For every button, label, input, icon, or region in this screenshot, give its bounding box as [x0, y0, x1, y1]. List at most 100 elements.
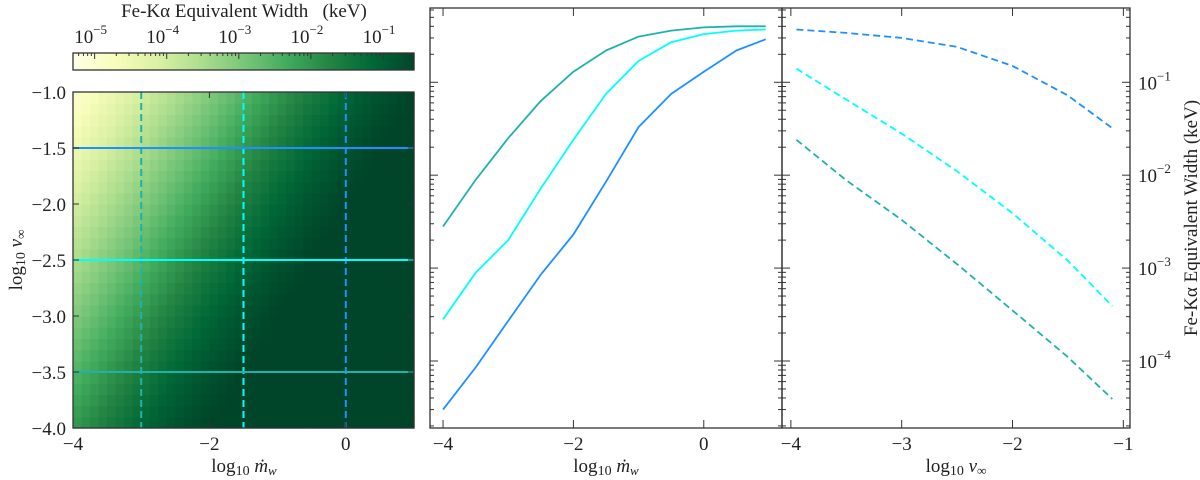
heatmap-cell	[405, 282, 415, 295]
heatmap-cell	[286, 192, 296, 205]
tick-exponent: −1	[1157, 68, 1171, 83]
heatmap-cell	[311, 226, 321, 239]
heatmap-cell	[388, 114, 398, 127]
heatmap-cell	[234, 338, 245, 351]
heatmap-cell	[328, 103, 338, 115]
heatmap-cell	[115, 103, 125, 115]
heatmap-cell	[209, 170, 219, 183]
heatmap-cell	[209, 327, 219, 339]
heatmap-cell	[234, 271, 245, 283]
heatmap-cell	[183, 316, 193, 328]
colorbar-segment	[288, 53, 293, 70]
heatmap-cell	[243, 204, 253, 216]
heatmap-cell	[90, 338, 100, 351]
heatmap-cell	[115, 125, 125, 138]
heatmap-cell	[183, 159, 193, 171]
heatmap-cell	[269, 394, 279, 407]
colorbar: 10−5 10−4 10−3 10−2 10−1	[72, 22, 415, 71]
label-var: ṁ	[612, 456, 630, 477]
heatmap-cell	[98, 293, 108, 306]
heatmap-cell	[286, 372, 296, 384]
heatmap-cell	[141, 204, 151, 216]
heatmap-cell	[73, 327, 83, 339]
heatmap-cell	[209, 338, 219, 351]
heatmap-cell	[320, 304, 330, 317]
heatmap-cell	[405, 416, 415, 429]
colorbar-segment	[360, 53, 364, 70]
heatmap-cell	[192, 237, 202, 250]
heatmap-cell	[260, 338, 270, 351]
heatmap-cell	[226, 394, 236, 407]
x-tick-label: 0	[699, 434, 709, 455]
heatmap-cell	[396, 338, 407, 351]
heatmap-cell	[73, 204, 83, 216]
heatmap-cells	[73, 92, 415, 429]
heatmap-cell	[362, 103, 372, 115]
heatmap-cell	[269, 215, 279, 227]
heatmap-cell	[226, 372, 236, 384]
heatmap-cell	[260, 170, 270, 183]
heatmap-cell	[328, 215, 338, 227]
heatmap-cell	[175, 327, 185, 339]
heatmap-cell	[200, 372, 210, 384]
heatmap-cell	[115, 372, 125, 384]
heatmap-cell	[192, 215, 202, 227]
heatmap-cell	[277, 372, 287, 384]
heatmap-cell	[277, 271, 287, 283]
heatmap-cell	[345, 372, 355, 384]
heatmap-cell	[362, 226, 372, 239]
heatmap-x-axis-label: log10 ṁw	[211, 456, 277, 479]
heatmap-cell	[243, 248, 253, 261]
heatmap-cell	[328, 282, 338, 295]
heatmap-cell	[200, 125, 210, 138]
heatmap-cell	[362, 416, 372, 429]
heatmap-cell	[183, 114, 193, 127]
heatmap-cell	[200, 92, 210, 104]
heatmap-cell	[277, 136, 287, 149]
heatmap-cell	[90, 159, 100, 171]
heatmap-cell	[98, 271, 108, 283]
heatmap-cell	[269, 92, 279, 104]
label-log: log	[926, 456, 951, 477]
heatmap-cell	[345, 248, 355, 261]
heatmap-cell	[234, 92, 245, 104]
heatmap-cell	[379, 416, 390, 429]
heatmap-cell	[81, 215, 91, 227]
colorbar-segment	[351, 53, 355, 70]
heatmap-cell	[107, 237, 117, 250]
heatmap-cell	[226, 159, 236, 171]
heatmap-cell	[337, 136, 347, 149]
heatmap-cell	[141, 383, 151, 395]
heatmap-cell	[90, 327, 100, 339]
heatmap-cell	[252, 405, 262, 418]
heatmap-cell	[286, 416, 296, 429]
heatmap-cell	[379, 226, 390, 239]
heatmap-cell	[243, 192, 253, 205]
heatmap-cell	[124, 248, 134, 261]
heatmap-cell	[166, 405, 176, 418]
heatmap-cell	[107, 92, 117, 104]
heatmap-cell	[141, 192, 151, 205]
heatmap-cell	[388, 282, 398, 295]
heatmap-cell	[132, 316, 142, 328]
heatmap-cell	[379, 215, 390, 227]
tick-exponent: −4	[165, 22, 179, 37]
colorbar-label: Fe-Kα Equivalent Width (keV)	[121, 1, 367, 22]
heatmap-cell	[371, 204, 381, 216]
heatmap-cell	[243, 282, 253, 295]
x-axis-label: log10 ṁw	[573, 456, 639, 479]
heatmap-cell	[115, 349, 125, 362]
heatmap-cell	[252, 181, 262, 194]
heatmap-cell	[141, 159, 151, 171]
heatmap-cell	[252, 92, 262, 104]
plot-frame	[781, 7, 1131, 429]
heatmap-cell	[90, 125, 100, 138]
heatmap-cell	[107, 192, 117, 205]
heatmap-cell	[328, 226, 338, 239]
heatmap-cell	[209, 103, 219, 115]
heatmap-cell	[345, 125, 355, 138]
heatmap-cell	[405, 170, 415, 183]
colorbar-segment	[186, 53, 191, 70]
heatmap-cell	[158, 204, 168, 216]
heatmap-cell	[175, 237, 185, 250]
